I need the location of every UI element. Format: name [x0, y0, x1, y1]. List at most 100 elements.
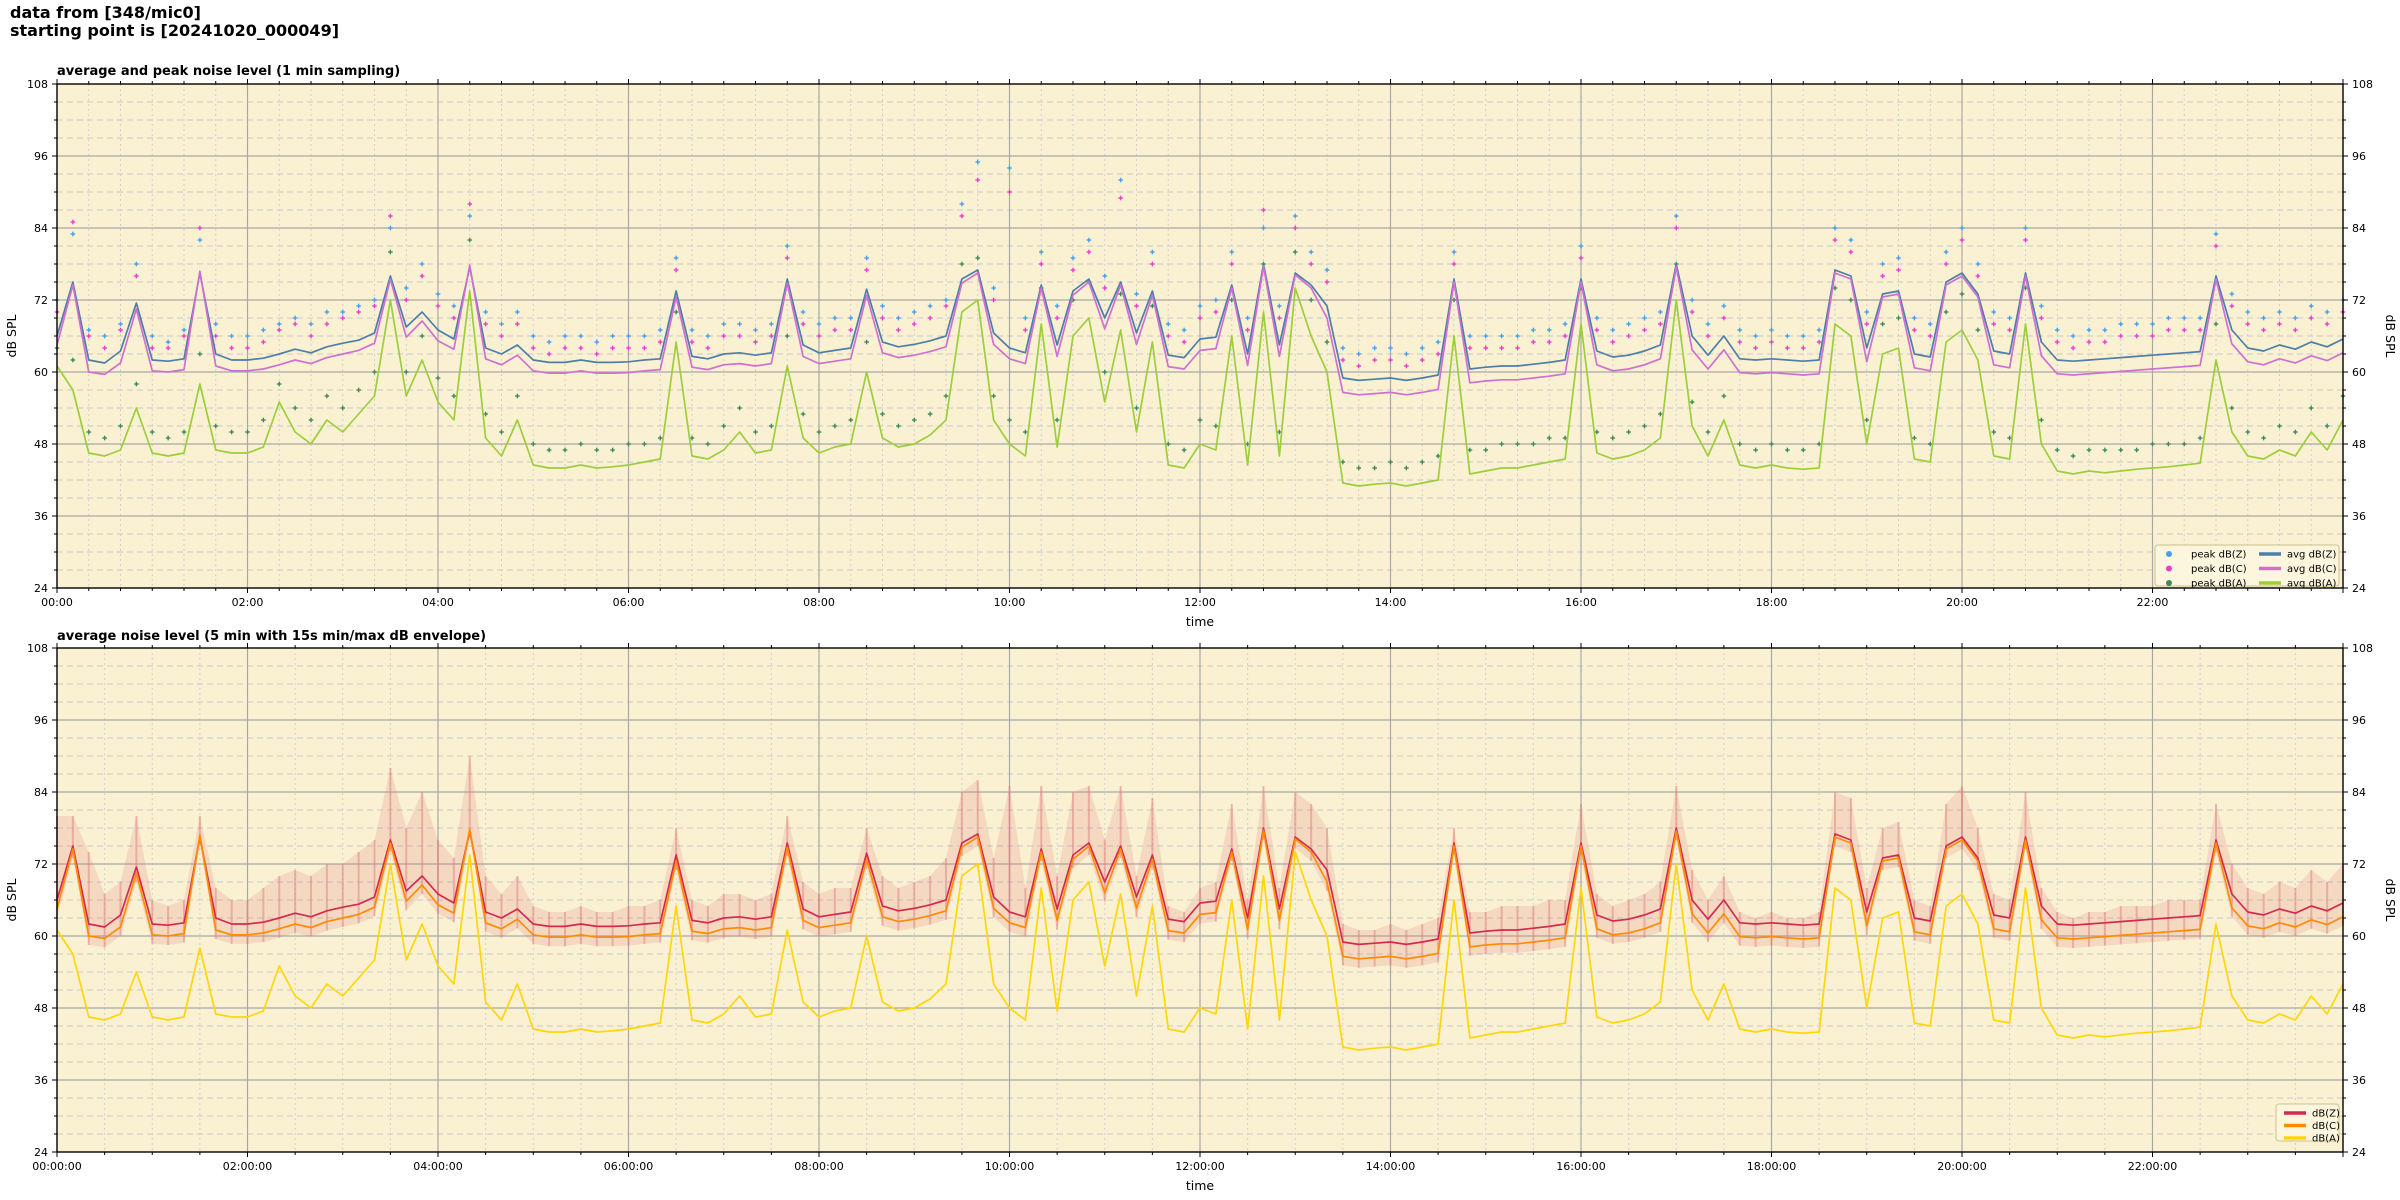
- x-tick-label: 02:00: [232, 596, 264, 609]
- y-tick-label: 72: [34, 858, 48, 871]
- x-tick-label: 06:00:00: [604, 1160, 653, 1173]
- y-tick-label: 108: [27, 78, 48, 91]
- series-peak-db-c-: [54, 177, 2346, 369]
- chart-avg-peak-1min: 24 24 36 36 48 48 60 60 72 72 84 84 96 96 108 108 00:00 0…: [4, 64, 2398, 629]
- legend-item-avg-db-a-: avg dB(A): [2259, 579, 2337, 590]
- chart-title: average and peak noise level (1 min samp…: [57, 64, 400, 79]
- y-tick-label: 96: [34, 714, 48, 727]
- y-tick-label: 60: [34, 930, 48, 943]
- y-tick-label-right: 96: [2352, 150, 2366, 163]
- y-tick-label: 84: [34, 222, 48, 235]
- y-tick-label: 24: [34, 1146, 48, 1159]
- x-tick-label: 02:00:00: [223, 1160, 272, 1173]
- series-db-a-: [56, 851, 2344, 1051]
- chart-title: average noise level (5 min with 15s min/…: [57, 629, 486, 644]
- series-peak-db-z-: [54, 159, 2346, 357]
- y-tick-label: 72: [34, 294, 48, 307]
- legend-label: dB(A): [2312, 1134, 2340, 1145]
- legend-item-db-c-: dB(C): [2284, 1121, 2340, 1132]
- series-avg-db-c-: [56, 264, 2344, 396]
- series-avg-db-a-: [56, 287, 2344, 487]
- legend-item-db-a-: dB(A): [2284, 1134, 2340, 1145]
- y-tick-label-right: 72: [2352, 294, 2366, 307]
- y-tick-label: 48: [34, 1002, 48, 1015]
- y-tick-label-right: 48: [2352, 438, 2366, 451]
- x-tick-label: 00:00: [41, 596, 73, 609]
- y-tick-label: 108: [27, 642, 48, 655]
- y-tick-label-right: 84: [2352, 786, 2366, 799]
- y-tick-label-right: 96: [2352, 714, 2366, 727]
- legend-label: dB(Z): [2312, 1109, 2340, 1120]
- x-tick-label: 16:00: [1565, 596, 1597, 609]
- y-tick-label: 96: [34, 150, 48, 163]
- legend-item-peak-db-c-: peak dB(C): [2166, 564, 2247, 575]
- x-tick-label: 12:00:00: [1175, 1160, 1224, 1173]
- y-tick-label-right: 24: [2352, 1146, 2366, 1159]
- x-tick-label: 10:00:00: [985, 1160, 1034, 1173]
- x-tick-label: 06:00: [613, 596, 645, 609]
- x-tick-label: 20:00:00: [1937, 1160, 1986, 1173]
- x-tick-label: 22:00:00: [2128, 1160, 2177, 1173]
- x-tick-label: 00:00:00: [32, 1160, 81, 1173]
- y-tick-label-right: 108: [2352, 642, 2373, 655]
- legend-label: avg dB(A): [2287, 579, 2337, 590]
- legend-item-peak-db-a-: peak dB(A): [2166, 579, 2247, 590]
- y-axis-label-right: dB SPL: [2383, 315, 2398, 358]
- series-min-max-envelope: [56, 756, 2344, 968]
- y-tick-label: 60: [34, 366, 48, 379]
- y-axis-label-right: dB SPL: [2383, 879, 2398, 922]
- legend-label: avg dB(C): [2287, 564, 2337, 575]
- y-tick-label: 36: [34, 510, 48, 523]
- legend-item-db-z-: dB(Z): [2284, 1109, 2340, 1120]
- legend-label: peak dB(Z): [2191, 550, 2247, 561]
- x-axis-label: time: [1186, 1178, 1215, 1193]
- legend-label: avg dB(Z): [2287, 550, 2337, 561]
- x-tick-label: 16:00:00: [1556, 1160, 1605, 1173]
- x-axis-label: time: [1186, 614, 1215, 629]
- y-axis-label-left: dB SPL: [4, 879, 19, 922]
- figure-title-line1: data from [348/mic0]: [10, 3, 201, 22]
- x-tick-label: 22:00: [2137, 596, 2169, 609]
- x-tick-label: 14:00:00: [1366, 1160, 1415, 1173]
- y-axis-label-left: dB SPL: [4, 315, 19, 358]
- y-tick-label: 36: [34, 1074, 48, 1087]
- legend-label: dB(C): [2312, 1121, 2340, 1132]
- series-db-z-: [56, 827, 2344, 946]
- y-tick-label-right: 24: [2352, 582, 2366, 595]
- y-tick-label-right: 36: [2352, 510, 2366, 523]
- x-tick-label: 10:00: [994, 596, 1026, 609]
- legend-item-peak-db-z-: peak dB(Z): [2166, 550, 2247, 561]
- legend: dB(Z)dB(C) dB(A): [2275, 1103, 2340, 1145]
- y-tick-label: 24: [34, 582, 48, 595]
- y-tick-label: 48: [34, 438, 48, 451]
- legend-item-avg-db-z-: avg dB(Z): [2259, 550, 2337, 561]
- x-tick-label: 04:00:00: [413, 1160, 462, 1173]
- x-tick-label: 08:00: [803, 596, 835, 609]
- y-tick-label-right: 60: [2352, 930, 2366, 943]
- series-db-c-: [56, 828, 2344, 960]
- figure-title-line2: starting point is [20241020_000049]: [10, 21, 340, 40]
- x-tick-label: 18:00: [1756, 596, 1788, 609]
- legend: peak dB(Z) peak dB(C) peak dB(A) avg dB(Z) a…: [2154, 544, 2340, 590]
- y-tick-label-right: 36: [2352, 1074, 2366, 1087]
- y-tick-label-right: 72: [2352, 858, 2366, 871]
- x-tick-label: 08:00:00: [794, 1160, 843, 1173]
- legend-item-avg-db-c-: avg dB(C): [2259, 564, 2337, 575]
- y-tick-label: 84: [34, 786, 48, 799]
- x-tick-label: 20:00: [1946, 596, 1978, 609]
- legend-label: peak dB(C): [2191, 564, 2247, 575]
- legend-label: peak dB(A): [2191, 579, 2247, 590]
- series-peak-db-a-: [54, 237, 2346, 471]
- y-tick-label-right: 84: [2352, 222, 2366, 235]
- x-tick-label: 18:00:00: [1747, 1160, 1796, 1173]
- chart-avg-5min-envelope: 24 24 36 36 48 48 60 60 72 72 84 84 96 96 108 108 00:00:…: [4, 629, 2398, 1193]
- series-avg-db-z-: [56, 263, 2344, 382]
- y-tick-label-right: 108: [2352, 78, 2373, 91]
- y-tick-label-right: 60: [2352, 366, 2366, 379]
- x-tick-label: 14:00: [1375, 596, 1407, 609]
- y-tick-label-right: 48: [2352, 1002, 2366, 1015]
- x-tick-label: 04:00: [422, 596, 454, 609]
- x-tick-label: 12:00: [1184, 596, 1216, 609]
